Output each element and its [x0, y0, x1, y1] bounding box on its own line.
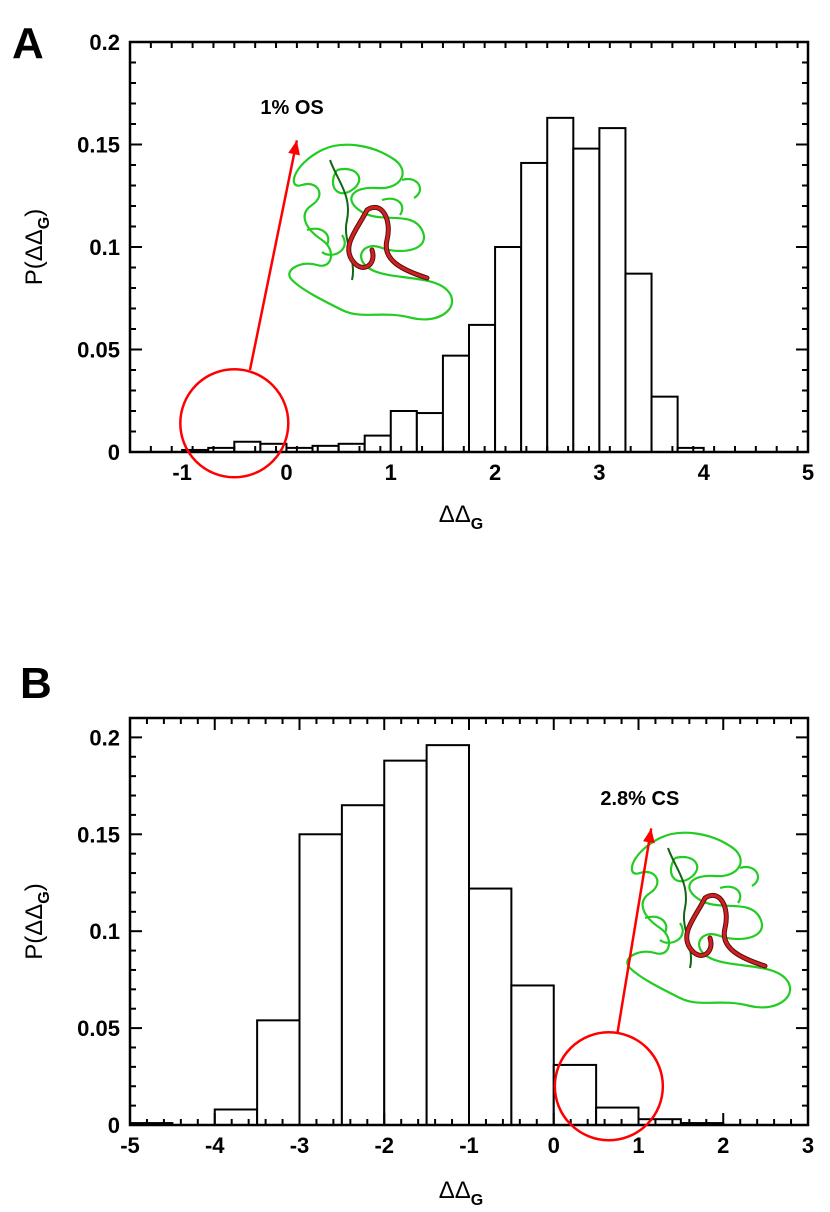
histogram-bar — [468, 323, 497, 453]
histogram-bar — [256, 1019, 301, 1126]
annotation-arrow — [616, 828, 653, 1035]
histogram-panel-b: -5 -4 -3 -2 -1 0 1 2 3 0 0.05 0.1 0.15 0.2 ΔΔG P(ΔΔG) 2.… — [21, 716, 814, 1209]
histogram-panel-a: -1 0 1 2 3 4 5 0 0.05 0.1 0.15 0.2 ΔΔG P(ΔΔG) 1% OS — [21, 30, 814, 533]
histogram-bar — [595, 1106, 640, 1126]
x-tick-label: 0 — [548, 1133, 560, 1158]
highlight-circle — [553, 1030, 665, 1142]
histogram-bar — [552, 1063, 598, 1127]
y-axis-label: P(ΔΔG) — [21, 883, 53, 960]
x-tick-label: 3 — [593, 460, 605, 485]
x-tick-label: -3 — [290, 1133, 310, 1158]
panel-letter-a: A — [12, 19, 44, 68]
annotation-text: 1% OS — [260, 97, 323, 119]
x-tick-label: -4 — [205, 1133, 225, 1158]
x-tick-label: 5 — [802, 460, 814, 485]
histogram-bar — [494, 246, 523, 453]
histogram-bar — [598, 127, 627, 453]
x-tick-label: 2 — [489, 460, 501, 485]
histogram-bar — [468, 887, 513, 1126]
highlight-circle — [179, 368, 290, 479]
y-tick-label: 0 — [108, 440, 120, 465]
x-axis-label: ΔΔG — [439, 1177, 484, 1209]
y-axis-label: P(ΔΔG) — [21, 209, 53, 286]
histogram-bar — [298, 833, 343, 1126]
protein-structure-inset — [288, 143, 454, 321]
histogram-bar — [383, 759, 428, 1127]
histogram-bar — [363, 434, 392, 454]
annotation-arrow — [248, 140, 299, 371]
protein-ribbon — [626, 831, 792, 1009]
x-tick-label: -1 — [172, 460, 192, 485]
annotation-text: 2.8% CS — [600, 788, 679, 810]
x-tick-label: 3 — [802, 1133, 814, 1158]
y-tick-label: 0.2 — [89, 725, 120, 750]
x-tick-label: 2 — [717, 1133, 729, 1158]
histogram-bar — [233, 440, 262, 453]
y-tick-label: 0.15 — [77, 133, 120, 158]
histogram-bar — [572, 147, 601, 453]
panel-letter-b: B — [20, 659, 52, 708]
histogram-bar — [520, 161, 549, 453]
histogram-bar — [624, 272, 653, 453]
x-tick-label: -1 — [459, 1133, 479, 1158]
y-tick-label: 0.15 — [77, 822, 120, 847]
y-tick-label: 0.05 — [77, 1016, 120, 1041]
x-tick-label: 0 — [280, 460, 292, 485]
protein-highlight-loop — [347, 206, 429, 280]
histogram-bar — [546, 116, 575, 453]
histogram-bar — [389, 410, 418, 453]
histogram-bar — [415, 412, 444, 453]
y-tick-label: 0.05 — [77, 338, 120, 363]
y-tick-label: 0 — [108, 1113, 120, 1138]
x-tick-label: 1 — [632, 1133, 644, 1158]
histogram-bar — [340, 804, 386, 1126]
protein-ribbon — [288, 143, 454, 321]
protein-highlight-loop — [685, 894, 767, 968]
histogram-bar — [510, 984, 555, 1127]
histogram-bar — [213, 1108, 259, 1127]
annotation-arrow-head — [643, 828, 655, 844]
x-tick-label: -5 — [120, 1133, 140, 1158]
histogram-bar — [425, 744, 470, 1127]
y-tick-label: 0.1 — [89, 235, 120, 260]
x-tick-label: 1 — [385, 460, 397, 485]
y-tick-label: 0.2 — [89, 30, 120, 55]
histogram-bar — [441, 354, 470, 453]
y-tick-label: 0.1 — [89, 919, 120, 944]
annotation-arrow-head — [288, 140, 300, 156]
x-axis-label: ΔΔG — [439, 501, 484, 533]
protein-structure-inset — [626, 831, 792, 1009]
x-tick-label: 4 — [698, 460, 711, 485]
x-tick-label: -2 — [374, 1133, 394, 1158]
histogram-bar — [650, 395, 679, 453]
